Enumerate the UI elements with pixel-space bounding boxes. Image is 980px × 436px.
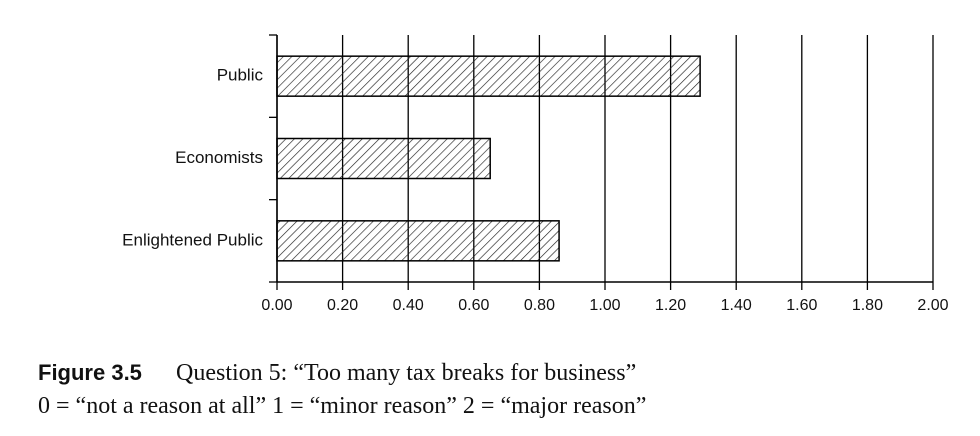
chart-title: Question 5: “Too many tax breaks for bus… <box>176 360 636 386</box>
figure-label: Figure 3.5 <box>38 360 142 385</box>
x-tick-label: 0.60 <box>458 297 489 314</box>
y-tick-label: Enlightened Public <box>122 230 263 249</box>
bar <box>276 137 491 180</box>
x-tick-label: 0.40 <box>393 297 424 314</box>
y-tick-label: Public <box>217 66 264 85</box>
chart-subtitle: 0 = “not a reason at all” 1 = “minor rea… <box>38 393 646 419</box>
x-tick-label: 1.20 <box>655 297 686 314</box>
x-tick-label: 1.60 <box>786 297 817 314</box>
x-tick-label: 1.00 <box>589 297 620 314</box>
x-tick-label: 0.00 <box>261 297 292 314</box>
x-tick-label: 1.40 <box>721 297 752 314</box>
y-tick-label: Economists <box>175 148 263 167</box>
bar <box>276 220 560 262</box>
bar <box>276 55 701 97</box>
x-tick-label: 1.80 <box>852 297 883 314</box>
x-tick-label: 0.20 <box>327 297 358 314</box>
x-tick-label: 2.00 <box>917 297 948 314</box>
x-tick-label: 0.80 <box>524 297 555 314</box>
